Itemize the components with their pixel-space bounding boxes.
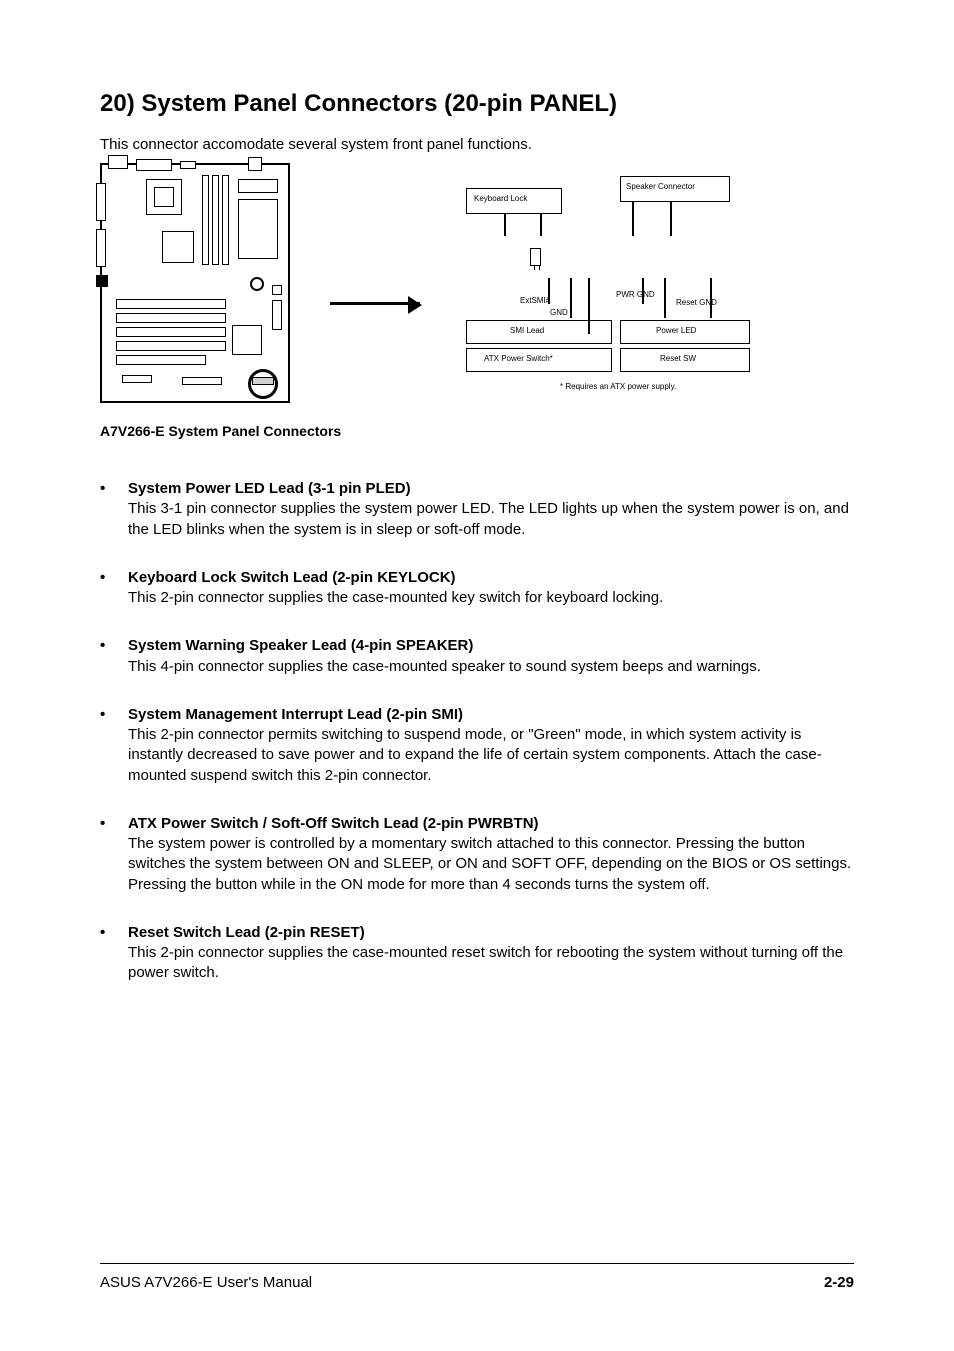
list-item: • System Warning Speaker Lead (4-pin SPE… xyxy=(100,636,854,677)
list-item: • Reset Switch Lead (2-pin RESET) This 2… xyxy=(100,923,854,984)
bullet-icon: • xyxy=(100,705,112,786)
bullet-icon: • xyxy=(100,568,112,609)
section-intro: This connector accomodate several system… xyxy=(100,136,854,153)
list-item: • System Management Interrupt Lead (2-pi… xyxy=(100,705,854,786)
item-body: This 2-pin connector permits switching t… xyxy=(128,726,822,784)
panel-connector-diagram: Keyboard Lock Speaker Connector xyxy=(460,168,780,398)
bullet-icon: • xyxy=(100,923,112,984)
page-footer: ASUS A7V266-E User's Manual 2-29 xyxy=(100,1263,854,1291)
led-pin xyxy=(530,248,541,266)
list-item: • ATX Power Switch / Soft-Off Switch Lea… xyxy=(100,814,854,895)
diagram-caption: A7V266-E System Panel Connectors xyxy=(100,423,854,439)
pwr-gnd-label: PWR GND xyxy=(616,290,655,299)
item-body: This 4-pin connector supplies the case-m… xyxy=(128,658,761,675)
bullet-icon: • xyxy=(100,636,112,677)
list-item: • Keyboard Lock Switch Lead (2-pin KEYLO… xyxy=(100,568,854,609)
atx-power-switch-label: ATX Power Switch* xyxy=(484,354,553,363)
item-title: ATX Power Switch / Soft-Off Switch Lead … xyxy=(128,815,539,832)
list-item: • System Power LED Lead (3-1 pin PLED) T… xyxy=(100,479,854,540)
diagram-row: Keyboard Lock Speaker Connector xyxy=(100,163,854,403)
motherboard-diagram xyxy=(100,163,290,403)
item-title: System Power LED Lead (3-1 pin PLED) xyxy=(128,480,411,497)
keyboard-lock-label: Keyboard Lock xyxy=(474,194,527,203)
function-list: • System Power LED Lead (3-1 pin PLED) T… xyxy=(100,479,854,984)
item-title: Keyboard Lock Switch Lead (2-pin KEYLOCK… xyxy=(128,569,456,586)
extsmi-label: ExtSMI# xyxy=(520,296,550,305)
item-title: System Management Interrupt Lead (2-pin … xyxy=(128,706,463,723)
item-body: This 2-pin connector supplies the case-m… xyxy=(128,589,663,606)
reset-gnd-label: Reset GND xyxy=(676,298,717,307)
smi-lead-label: SMI Lead xyxy=(510,326,544,335)
atx-note: * Requires an ATX power supply. xyxy=(560,382,676,391)
footer-left: ASUS A7V266-E User's Manual xyxy=(100,1274,312,1291)
item-body: The system power is controlled by a mome… xyxy=(128,835,851,893)
section-heading: 20) System Panel Connectors (20-pin PANE… xyxy=(100,90,854,118)
gnd-label-1: GND xyxy=(550,308,568,317)
item-body: This 2-pin connector supplies the case-m… xyxy=(128,944,843,981)
arrow-icon xyxy=(330,302,420,305)
speaker-connector-label: Speaker Connector xyxy=(626,182,695,191)
power-led-label: Power LED xyxy=(656,326,696,335)
item-title: Reset Switch Lead (2-pin RESET) xyxy=(128,924,365,941)
item-title: System Warning Speaker Lead (4-pin SPEAK… xyxy=(128,637,473,654)
item-body: This 3-1 pin connector supplies the syst… xyxy=(128,500,849,537)
bullet-icon: • xyxy=(100,814,112,895)
page-number: 2-29 xyxy=(824,1274,854,1291)
bullet-icon: • xyxy=(100,479,112,540)
reset-sw-label: Reset SW xyxy=(660,354,696,363)
